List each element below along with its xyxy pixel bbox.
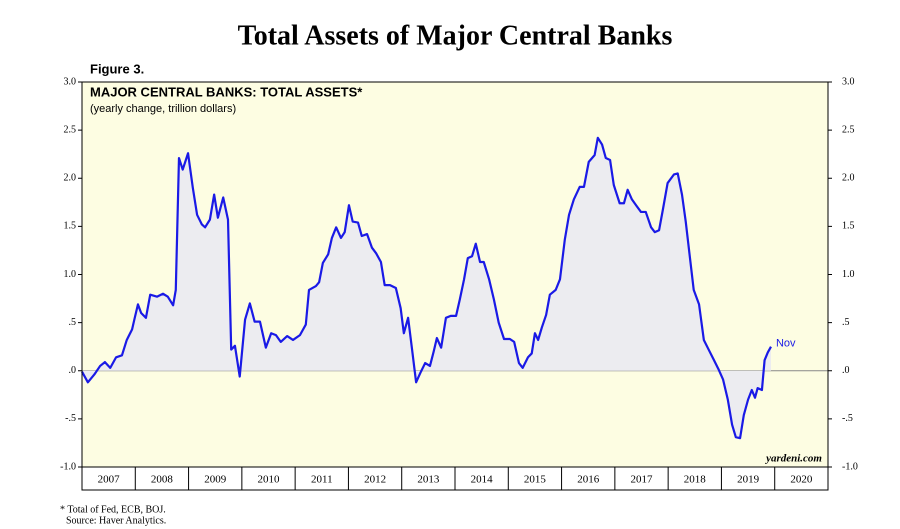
footnote: Source: Haver Analytics. [66,515,166,526]
y-tick-label: .5 [69,317,77,328]
inner-title: MAJOR CENTRAL BANKS: TOTAL ASSETS* [90,84,363,99]
subtitle: (yearly change, trillion dollars) [90,103,236,115]
y2-tick-label: 3.0 [842,76,855,87]
x-tick-label: 2010 [258,474,281,486]
x-tick-label: 2012 [364,474,386,486]
x-tick-label: 2020 [790,474,813,486]
x-tick-label: 2007 [98,474,121,486]
x-tick-label: 2015 [524,474,547,486]
x-tick-label: 2013 [417,474,440,486]
y2-tick-label: .0 [842,365,850,376]
x-tick-label: 2017 [631,474,654,486]
y2-tick-label: 1.0 [842,269,855,280]
y2-tick-label: .5 [842,317,850,328]
series-line [81,136,772,440]
plot-frame [81,81,829,468]
y2-tick-label: -1.0 [842,461,858,472]
y-tick-label: -.5 [65,413,76,424]
x-tick-label: 2011 [311,474,333,486]
x-tick-label: 2014 [471,474,494,486]
y-tick-label: 1.5 [64,221,77,232]
y2-tick-label: 2.0 [842,173,855,184]
x-tick-label: 2018 [684,474,707,486]
figure-label: Figure 3. [90,61,144,76]
y-tick-label: 3.0 [64,76,77,87]
y-tick-label: 1.0 [64,269,77,280]
y-tick-label: 2.5 [64,124,77,135]
x-tick-label: 2009 [204,474,227,486]
end-annotation: Nov [776,338,796,350]
area-fill [82,137,771,439]
x-tick-label: 2016 [577,474,600,486]
footnote: * Total of Fed, ECB, BOJ. [60,504,166,515]
y-tick-label: -1.0 [60,461,76,472]
source-brand: yardeni.com [764,453,822,465]
x-tick-label: 2019 [737,474,760,486]
chart-title: Total Assets of Major Central Banks [238,20,673,51]
x-tick-label: 2008 [151,474,174,486]
y2-tick-label: -.5 [842,413,853,424]
y2-tick-label: 1.5 [842,221,855,232]
y-tick-label: .0 [69,365,77,376]
y-tick-label: 2.0 [64,173,77,184]
y2-tick-label: 2.5 [842,124,855,135]
